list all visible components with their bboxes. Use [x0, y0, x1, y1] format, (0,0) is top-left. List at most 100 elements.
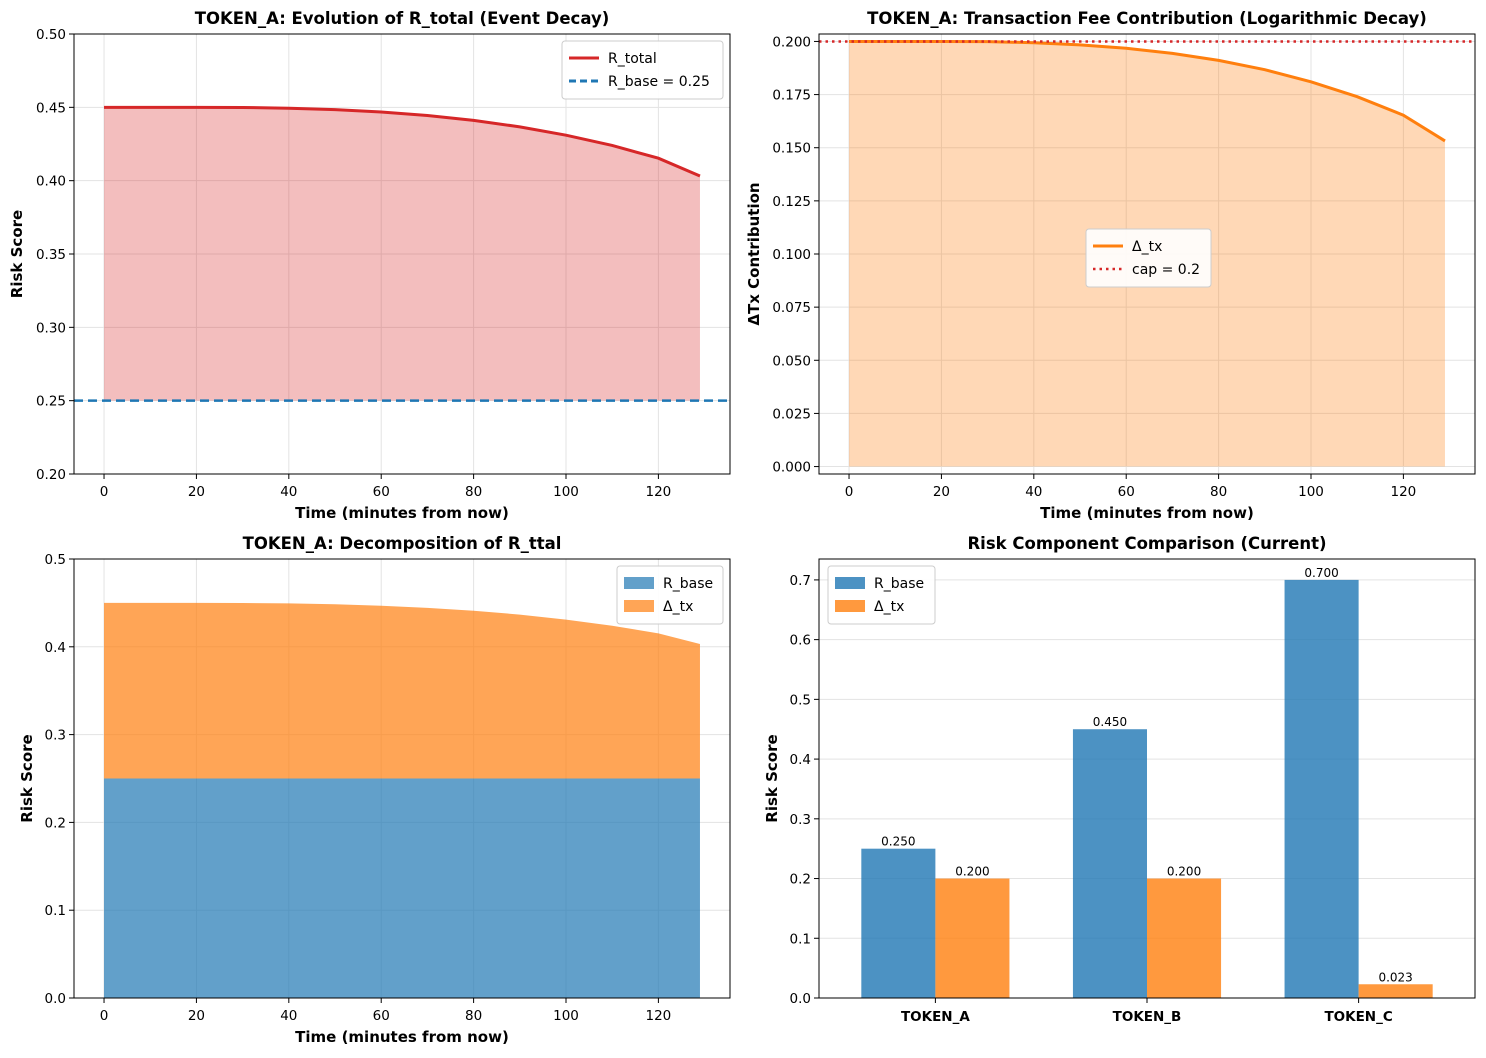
y-tick-label: 0.075 [772, 300, 811, 316]
x-tick-label: 120 [646, 1008, 672, 1024]
legend-label: R_base [663, 576, 713, 592]
y-tick-label: 0.2 [790, 872, 811, 888]
y-tick-label: 0.0 [45, 991, 66, 1007]
x-tick-label: 20 [188, 484, 205, 500]
bar-value-label: 0.200 [955, 865, 989, 879]
x-tick-label: 100 [553, 484, 579, 500]
bar [1284, 579, 1359, 998]
x-tick-label: 40 [1025, 484, 1042, 500]
chart-title: TOKEN_A: Transaction Fee Contribution (L… [867, 9, 1427, 28]
x-tick-label: 60 [373, 1008, 390, 1024]
chart-r-total-evolution: 0.20 0.25 0.30 0.35 0.40 0.45 0.50 0 20 40 60 80 100… [8, 9, 731, 522]
y-tick-label: 0.50 [36, 27, 66, 43]
x-axis-label: Time (minutes from now) [1040, 504, 1254, 522]
x-tick-label: 120 [646, 484, 672, 500]
x-tick-label: 40 [280, 1008, 297, 1024]
x-tick-label: 0 [100, 484, 109, 500]
y-tick-label: 0.125 [772, 194, 811, 210]
chart-title: TOKEN_A: Evolution of R_total (Event Dec… [195, 9, 610, 28]
x-tick-label: 100 [1298, 484, 1324, 500]
y-axis-label: Risk Score [763, 734, 781, 822]
legend-label: Δ_tx [663, 599, 693, 615]
y-axis-label: Risk Score [8, 210, 26, 298]
y-axis-label: ΔTx Contribution [745, 182, 763, 325]
y-tick-label: 0.150 [772, 141, 811, 157]
x-category-label: TOKEN_B [1113, 1009, 1182, 1025]
axes-frame [73, 558, 731, 999]
x-tick-label: 60 [373, 484, 390, 500]
r-total-fill [104, 107, 700, 401]
y-tick-label: 0.3 [45, 728, 66, 744]
legend-label: Δ_tx [1132, 239, 1162, 255]
x-category-label: TOKEN_C [1324, 1009, 1392, 1025]
chart-decomposition: 0.0 0.1 0.2 0.3 0.4 0.5 0 20 40 60 80 100 120 TOKEN_A… [18, 534, 731, 1046]
y-tick-label: 0.40 [36, 174, 66, 190]
y-tick-label: 0.35 [36, 247, 66, 263]
y-tick-label: 0.30 [36, 320, 66, 336]
y-tick-label: 0.2 [45, 815, 66, 831]
chart-component-comparison: 0.250 0.450 0.700 0.200 0.200 0.023 TOKEN_A TOK… [763, 534, 1476, 1025]
chart-title: Risk Component Comparison (Current) [967, 534, 1326, 553]
legend-box [616, 565, 724, 625]
y-tick-label: 0.4 [45, 640, 66, 656]
y-tick-label: 0.100 [772, 247, 811, 263]
y-tick-label: 0.45 [36, 100, 66, 116]
y-tick-label: 0.000 [772, 460, 811, 476]
legend-box [1085, 228, 1212, 288]
bar-value-label: 0.200 [1167, 865, 1201, 879]
legend-swatch [624, 600, 654, 612]
y-tick-label: 0.25 [36, 394, 66, 410]
y-tick-label: 0.20 [36, 467, 66, 483]
x-category-label: TOKEN_A [901, 1009, 970, 1025]
r-total-line [104, 105, 701, 178]
bar [861, 848, 936, 998]
legend-swatch [835, 577, 865, 589]
y-tick-label: 0.1 [45, 903, 66, 919]
bar-value-label: 0.450 [1093, 715, 1127, 729]
y-tick-label: 0.200 [772, 34, 811, 50]
y-tick-label: 0.5 [45, 552, 66, 568]
tx-area [104, 602, 700, 779]
legend-label: R_base = 0.25 [608, 74, 710, 90]
bar [1147, 878, 1222, 998]
x-tick-label: 60 [1118, 484, 1135, 500]
y-tick-label: 0.7 [790, 573, 811, 589]
y-tick-label: 0.4 [790, 752, 811, 768]
bar [1072, 729, 1147, 998]
x-axis-label: Time (minutes from now) [295, 504, 509, 522]
x-tick-label: 20 [933, 484, 950, 500]
y-tick-label: 0.050 [772, 353, 811, 369]
y-tick-label: 0.025 [772, 406, 811, 422]
r-base-area [104, 778, 700, 998]
x-axis-label: Time (minutes from now) [295, 1028, 509, 1046]
chart-tx-contribution: 0.000 0.025 0.050 0.075 0.100 0.125 0.150 0.175… [745, 9, 1476, 522]
bar-value-label: 0.700 [1304, 566, 1338, 580]
y-tick-label: 0.3 [790, 812, 811, 828]
x-tick-label: 20 [188, 1008, 205, 1024]
bar-value-label: 0.023 [1378, 970, 1412, 984]
y-tick-label: 0.6 [790, 633, 811, 649]
legend-label: R_base [874, 576, 924, 592]
legend-label: Δ_tx [874, 599, 904, 615]
chart-title: TOKEN_A: Decomposition of R_ttal [243, 534, 562, 553]
legend-box [827, 565, 936, 625]
x-tick-label: 40 [280, 484, 297, 500]
bar [1358, 984, 1433, 998]
y-tick-label: 0.1 [790, 931, 811, 947]
x-tick-label: 80 [1210, 484, 1227, 500]
x-tick-label: 80 [465, 484, 482, 500]
legend-label: R_total [608, 51, 657, 67]
x-tick-label: 120 [1391, 484, 1417, 500]
legend-label: cap = 0.2 [1132, 262, 1200, 278]
bar-value-label: 0.250 [881, 835, 915, 849]
x-tick-label: 100 [553, 1008, 579, 1024]
legend-box [561, 40, 724, 100]
y-tick-label: 0.0 [790, 991, 811, 1007]
legend-swatch [835, 600, 865, 612]
x-tick-label: 80 [465, 1008, 482, 1024]
y-tick-label: 0.175 [772, 88, 811, 104]
bar [935, 878, 1010, 998]
axes-frame [818, 558, 1476, 999]
legend-swatch [624, 577, 654, 589]
